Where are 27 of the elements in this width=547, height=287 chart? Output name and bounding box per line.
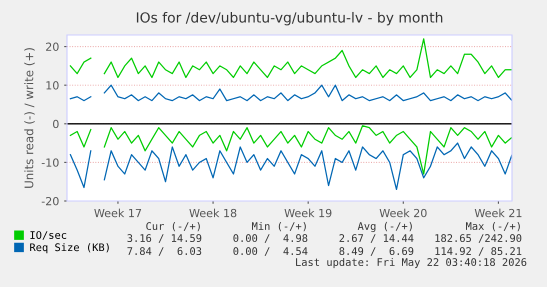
text: 7.84 / 6.03 xyxy=(127,247,202,256)
text: 3.16 / 14.59 xyxy=(127,234,202,243)
text: 182.65 /242.90 xyxy=(435,234,522,243)
legend-label: Req Size (KB) xyxy=(30,243,109,254)
text: Avg (-/+) xyxy=(358,222,412,232)
x-tick-label: Week 20 xyxy=(380,208,427,218)
text: Max (-/+) xyxy=(466,222,520,232)
legend-label: IO/sec xyxy=(30,231,66,240)
text: 114.92 / 85.21 xyxy=(435,247,522,256)
text: 8.49 / 6.69 xyxy=(339,247,414,256)
x-tick-label: Week 21 xyxy=(474,208,522,218)
x-tick-label: Week 18 xyxy=(189,208,236,218)
text: Cur (-/+) xyxy=(146,222,200,232)
y-tick-label: -20 xyxy=(42,196,59,206)
y-tick-label: -10 xyxy=(42,158,59,167)
chart-title: IOs for /dev/ubuntu-vg/ubuntu-lv - by month xyxy=(136,12,442,26)
text: Min (-/+) xyxy=(252,222,306,232)
y-tick-label: 10 xyxy=(46,81,59,90)
text: 0.00 / 4.98 xyxy=(233,234,308,243)
text: Last update: Fri May 22 03:40:18 2026 xyxy=(296,258,526,268)
text: 0.00 / 4.54 xyxy=(233,247,308,256)
text: 2.67 / 14.44 xyxy=(340,234,414,243)
y-axis-title: Units read (-) / write (+) xyxy=(24,48,35,188)
y-tick-label: 0 xyxy=(53,120,59,128)
x-tick-label: Week 19 xyxy=(284,208,332,218)
y-tick-label: 20 xyxy=(46,42,59,51)
x-tick-label: Week 17 xyxy=(94,208,142,218)
